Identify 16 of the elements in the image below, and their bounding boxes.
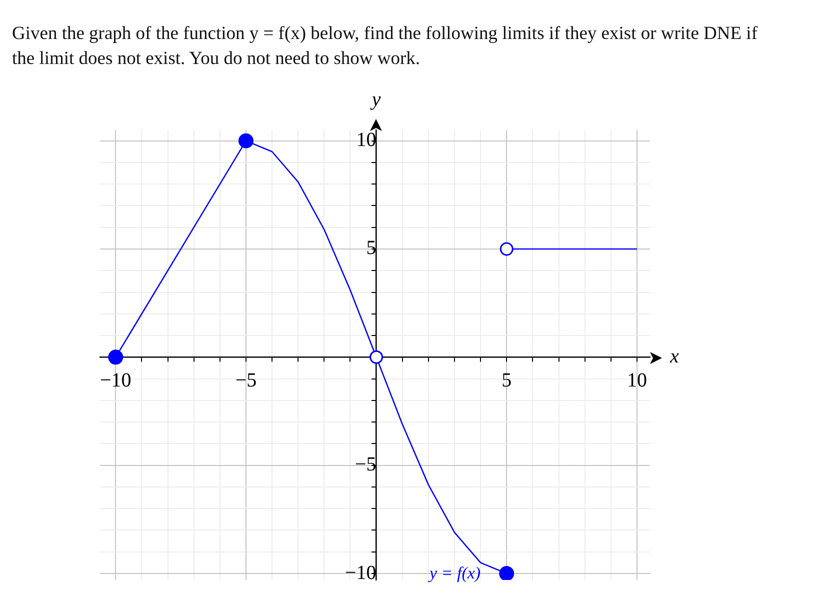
y-tick-label: 10 (356, 129, 376, 152)
x-axis-title: x (669, 345, 679, 368)
chart-title: Given the graph of the function y = f(x) below, find the following limits if they exist or write DNE if the limit does not exist. You do not need to show work. (12, 23, 758, 71)
annotation: y = f(x) (427, 563, 481, 582)
point (108, 350, 124, 365)
y-tick-label: −5 (355, 454, 376, 476)
x-tick-label: 10 (626, 369, 647, 392)
x-tick-label: 5 (502, 369, 512, 392)
point (499, 566, 514, 580)
point (238, 133, 254, 148)
x-tick-label: −10 (100, 369, 132, 392)
point (370, 350, 384, 364)
y-axis-title: y (370, 88, 381, 110)
point (500, 242, 514, 256)
x-tick-label: −5 (235, 369, 257, 392)
y-tick-label: −10 (345, 562, 376, 584)
